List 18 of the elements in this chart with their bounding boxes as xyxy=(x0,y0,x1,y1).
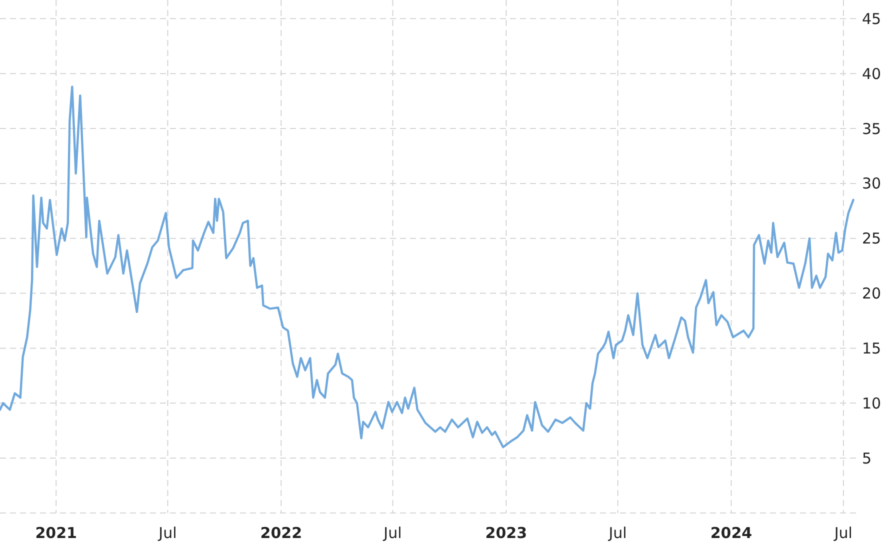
y-tick-label: 40 xyxy=(862,64,882,83)
x-tick-label: Jul xyxy=(608,524,627,542)
y-tick-label: 10 xyxy=(862,394,882,412)
y-tick-label: 30 xyxy=(862,174,882,193)
x-tick-label: 2022 xyxy=(260,524,302,542)
x-tick-label: Jul xyxy=(833,524,852,542)
x-tick-label: 2021 xyxy=(35,524,77,542)
x-tick-label: 2023 xyxy=(485,524,528,542)
y-tick-label: 25 xyxy=(862,230,882,248)
y-tick-label: 45 xyxy=(862,10,882,28)
line-series xyxy=(0,86,854,448)
x-tick-label: 2024 xyxy=(710,524,752,542)
y-tick-label: 35 xyxy=(862,120,882,138)
y-tick-label: 15 xyxy=(862,339,882,358)
x-tick-label: Jul xyxy=(158,524,177,542)
y-tick-label: 20 xyxy=(862,284,882,303)
x-tick-label: Jul xyxy=(382,524,402,542)
y-tick-label: 5 xyxy=(862,449,872,468)
